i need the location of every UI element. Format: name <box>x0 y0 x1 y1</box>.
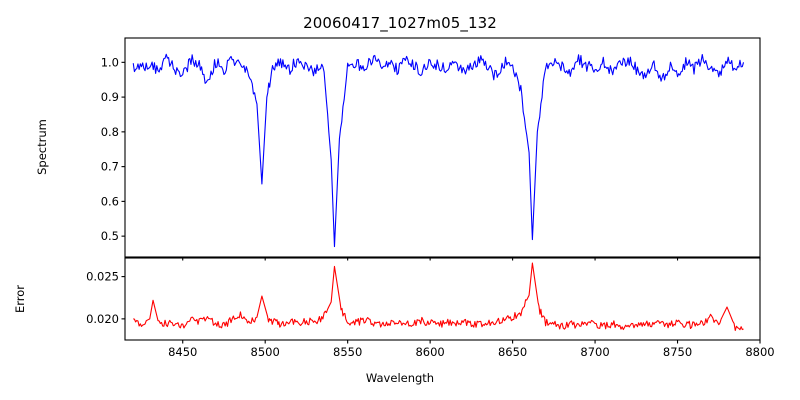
page-title: 20060417_1027m05_132 <box>303 14 497 32</box>
x-tick-label: 8600 <box>415 345 444 359</box>
error-axis-label: Error <box>13 284 27 314</box>
x-tick-label: 8550 <box>333 345 362 359</box>
y-tick-label: 0.020 <box>86 312 119 326</box>
x-tick-label: 8700 <box>580 345 609 359</box>
x-tick-label: 8500 <box>251 345 280 359</box>
x-tick-label: 8750 <box>663 345 692 359</box>
y-tick-label: 0.8 <box>101 125 119 139</box>
y-tick-label: 0.025 <box>86 270 119 284</box>
wavelength-axis-label: Wavelength <box>365 371 435 385</box>
x-tick-label: 8450 <box>168 345 197 359</box>
spectrum-panel: 0.5 0.6 0.7 0.8 0.9 1.0 <box>101 37 761 261</box>
y-tick-label: 0.5 <box>101 229 119 243</box>
error-panel: 8450 8500 8550 8600 8650 8700 8750 8800 0.020 0.0… <box>86 257 775 359</box>
y-tick-label: 0.9 <box>101 90 119 104</box>
y-tick-label: 1.0 <box>101 55 119 69</box>
y-tick-label: 0.7 <box>101 160 119 174</box>
x-tick-label: 8800 <box>745 345 774 359</box>
y-tick-label: 0.6 <box>101 194 119 208</box>
spectrum-axis-label: Spectrum <box>35 119 49 175</box>
x-tick-label: 8650 <box>498 345 527 359</box>
